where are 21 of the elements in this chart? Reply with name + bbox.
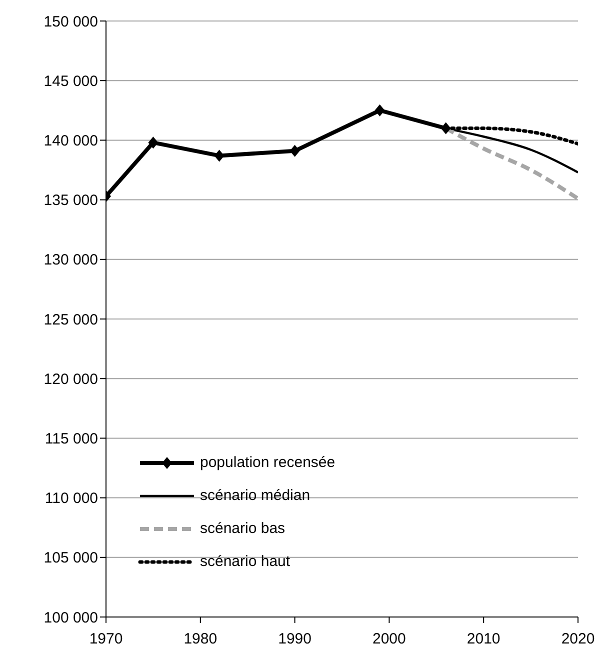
- y-tick-label: 105 000: [44, 550, 98, 567]
- legend-label: scénario médian: [200, 487, 310, 504]
- x-tick-label: 1980: [184, 630, 218, 648]
- legend-label: scénario haut: [200, 553, 290, 570]
- x-tick-label: 1970: [89, 630, 123, 648]
- y-tick-label: 115 000: [44, 430, 98, 448]
- y-tick-label: 140 000: [44, 132, 98, 150]
- y-tick-label: 145 000: [44, 72, 98, 90]
- y-tick-label: 130 000: [44, 252, 98, 269]
- x-tick-label: 2020: [561, 630, 595, 648]
- x-tick-label: 2000: [372, 630, 406, 648]
- y-tick-label: 120 000: [44, 370, 98, 388]
- x-tick-label: 1990: [278, 630, 312, 648]
- y-tick-label: 150 000: [44, 13, 98, 30]
- y-tick-label: 110 000: [44, 490, 98, 508]
- y-tick-label: 125 000: [44, 311, 98, 328]
- x-tick-label: 2010: [466, 630, 500, 648]
- legend-label: population recensée: [200, 454, 336, 471]
- y-tick-label: 135 000: [44, 192, 98, 210]
- y-tick-label: 100 000: [44, 609, 98, 626]
- legend-label: scénario bas: [200, 520, 286, 537]
